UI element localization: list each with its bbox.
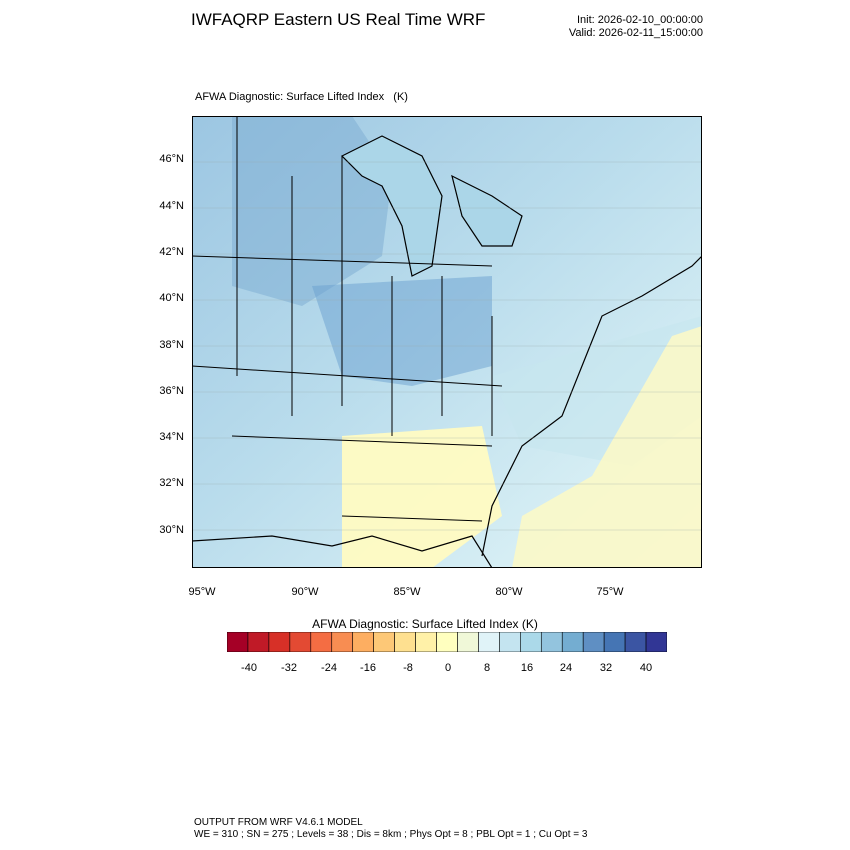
colorbar-cell <box>457 632 479 652</box>
map-title: IWFAQRP Eastern US Real Time WRF <box>191 10 486 29</box>
lat-label: 36°N <box>159 385 184 397</box>
colorbar-cell <box>582 632 605 652</box>
colorbar-label: 0 <box>444 662 452 674</box>
colorbar-cell <box>331 632 354 652</box>
footer-config: WE = 310 ; SN = 275 ; Levels = 38 ; Dis … <box>194 829 588 840</box>
great-lakes-outline <box>340 135 523 277</box>
colorbar-cell <box>289 632 312 652</box>
lon-label: 80°W <box>495 586 523 598</box>
colorbar-label: 24 <box>559 662 573 674</box>
map-plot <box>192 116 702 568</box>
colorbar-cell <box>624 632 647 652</box>
colorbar-cell <box>310 632 333 652</box>
colorbar-label: 8 <box>483 662 491 674</box>
colorbar-cell <box>603 632 626 652</box>
colorbar-cell <box>499 632 521 652</box>
lon-label: 90°W <box>291 586 319 598</box>
colorbar-cell <box>352 632 374 652</box>
field-shade-ohio-valley <box>312 276 492 386</box>
lon-label: 85°W <box>393 586 421 598</box>
field-shade-offshore <box>512 326 702 568</box>
colorbar-cell <box>540 632 563 652</box>
lon-label: 95°W <box>188 586 216 598</box>
lat-label: 30°N <box>159 524 184 536</box>
colorbar <box>227 632 667 652</box>
lat-label: 32°N <box>159 477 184 489</box>
atlantic-coast <box>481 255 702 557</box>
colorbar-label: -32 <box>281 662 297 674</box>
footer-model: OUTPUT FROM WRF V4.6.1 MODEL <box>194 817 363 828</box>
valid-time: Valid: 2026-02-11_15:00:00 <box>568 27 703 39</box>
colorbar-cell <box>268 632 291 652</box>
colorbar-label: -40 <box>241 662 257 674</box>
lat-label: 40°N <box>159 292 184 304</box>
lat-label: 42°N <box>159 246 184 258</box>
colorbar-cell <box>436 632 458 652</box>
colorbar-cell <box>478 632 500 652</box>
lat-label: 44°N <box>159 200 184 212</box>
init-time: Init: 2026-02-10_00:00:00 <box>577 14 703 26</box>
colorbar-cell <box>373 632 395 652</box>
colorbar-label: 40 <box>639 662 653 674</box>
colorbar-cell <box>561 632 584 652</box>
colorbar-label: 16 <box>520 662 534 674</box>
colorbar-cell <box>645 632 667 652</box>
lat-label: 46°N <box>159 153 184 165</box>
colorbar-cell <box>227 632 249 652</box>
colorbar-title: AFWA Diagnostic: Surface Lifted Index (K… <box>312 617 538 631</box>
state-borders <box>192 116 503 522</box>
lat-label: 34°N <box>159 431 184 443</box>
plot-title: AFWA Diagnostic: Surface Lifted Index (K… <box>195 91 408 103</box>
field-shade-southeast <box>342 426 502 568</box>
colorbar-cell <box>520 632 542 652</box>
colorbar-label: -16 <box>360 662 376 674</box>
lon-label: 75°W <box>596 586 624 598</box>
map-border <box>192 116 702 568</box>
colorbar-cell <box>247 632 270 652</box>
colorbar-label: -8 <box>403 662 413 674</box>
gulf-coast <box>192 535 493 568</box>
colorbar-cell <box>415 632 437 652</box>
colorbar-cell <box>394 632 416 652</box>
colorbar-label: -24 <box>321 662 337 674</box>
lat-label: 38°N <box>159 339 184 351</box>
colorbar-label: 32 <box>599 662 613 674</box>
